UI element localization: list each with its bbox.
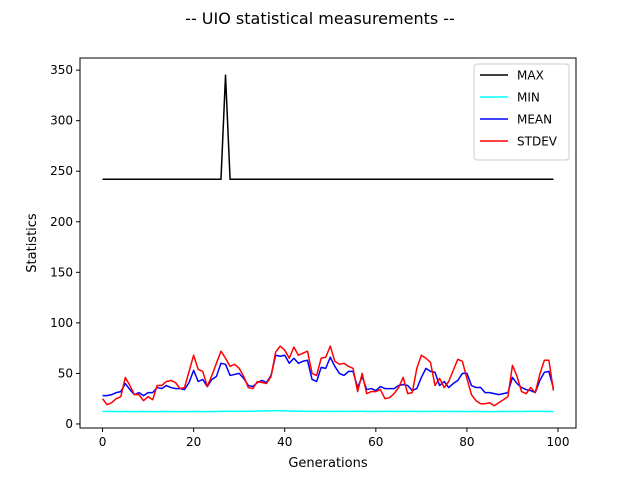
y-axis: 0 50 100 150 200 250 300 350 (50, 63, 80, 431)
axes-frame (79, 57, 577, 429)
series-line-stdev (101, 345, 555, 407)
x-axis: 0 20 40 60 80 100 (99, 428, 570, 449)
legend-label-mean: MEAN (517, 113, 552, 127)
x-tick-label: 40 (277, 435, 292, 449)
x-tick-label: 100 (547, 435, 570, 449)
y-tick-label: 0 (65, 417, 73, 431)
y-tick-label: 150 (50, 265, 73, 279)
y-tick-label: 350 (50, 63, 73, 77)
series-line-mean (102, 354, 555, 397)
y-tick-label: 50 (58, 366, 73, 380)
y-axis-label: Statistics (25, 213, 40, 273)
legend-label-stdev: STDEV (517, 135, 558, 149)
x-tick-label: 60 (368, 435, 383, 449)
series-line-max (102, 74, 554, 181)
plot-area (101, 74, 555, 413)
x-tick-label: 20 (186, 435, 201, 449)
legend-label-min: MIN (517, 91, 540, 105)
legend-label-max: MAX (517, 69, 544, 83)
series-line-min (102, 409, 554, 413)
y-tick-label: 250 (50, 164, 73, 178)
chart-title: -- UIO statistical measurements -- (185, 9, 455, 28)
y-tick-label: 200 (50, 215, 73, 229)
x-tick-label: 80 (459, 435, 474, 449)
legend: MAX MIN MEAN STDEV (473, 63, 570, 161)
x-axis-label: Generations (288, 456, 368, 471)
x-tick-label: 0 (99, 435, 107, 449)
y-tick-label: 300 (50, 114, 73, 128)
legend-box (473, 63, 570, 161)
y-tick-label: 100 (50, 316, 73, 330)
